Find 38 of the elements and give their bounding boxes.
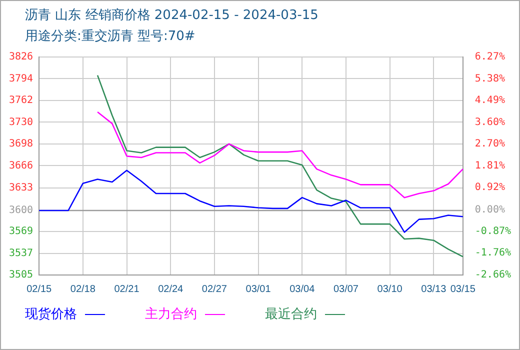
legend-label: 现货价格: [25, 306, 77, 323]
legend-label: 主力合约: [145, 306, 197, 323]
y-tick-label: 3762: [8, 95, 34, 106]
y2-tick-label: 3.60%: [474, 116, 505, 128]
y2-tick-label: 1.81%: [474, 160, 505, 172]
y2-tick-label: 5.38%: [474, 73, 505, 84]
legend-label: 最近合约: [265, 306, 317, 323]
y-tick-label: 3633: [8, 182, 34, 194]
y2-tick-label: -2.66%: [474, 270, 511, 281]
x-tick-label: 03/10: [377, 284, 403, 295]
y-tick-label: 3505: [8, 270, 34, 281]
chart-title: 沥青 山东 经销商价格 2024-02-15 - 2024-03-15: [24, 7, 320, 24]
y-tick-label: 3730: [8, 116, 34, 128]
chart-subtitle: 用途分类:重交沥青 型号:70#: [24, 28, 196, 45]
y2-tick-label: 2.70%: [474, 138, 505, 150]
y-tick-label: 3794: [8, 73, 34, 84]
x-tick-label: 03/13: [421, 284, 447, 295]
x-tick-label: 03/04: [290, 284, 316, 295]
y2-tick-label: 0.00%: [474, 204, 505, 216]
y-tick-label: 3666: [8, 160, 34, 172]
x-tick-label: 02/24: [158, 284, 184, 295]
y-tick-label: 3569: [8, 226, 34, 238]
y-tick-label: 3537: [8, 248, 34, 259]
x-tick-label: 02/18: [70, 284, 96, 295]
x-tick-label: 03/07: [333, 284, 359, 295]
y2-tick-label: 0.92%: [474, 182, 505, 194]
x-tick-label: 02/21: [114, 284, 140, 295]
y2-tick-label: -1.76%: [474, 248, 511, 259]
y-tick-label: 3600: [8, 205, 34, 216]
x-tick-label: 03/15: [450, 284, 476, 295]
y-tick-label: 3826: [8, 52, 34, 63]
x-tick-label: 03/01: [246, 284, 272, 295]
y2-tick-label: -0.87%: [474, 226, 511, 237]
x-tick-label: 02/15: [26, 284, 52, 295]
y2-tick-label: 4.49%: [474, 95, 505, 106]
y-tick-label: 3698: [8, 138, 34, 150]
x-tick-label: 02/27: [202, 284, 228, 295]
y2-tick-label: 6.27%: [474, 52, 505, 63]
